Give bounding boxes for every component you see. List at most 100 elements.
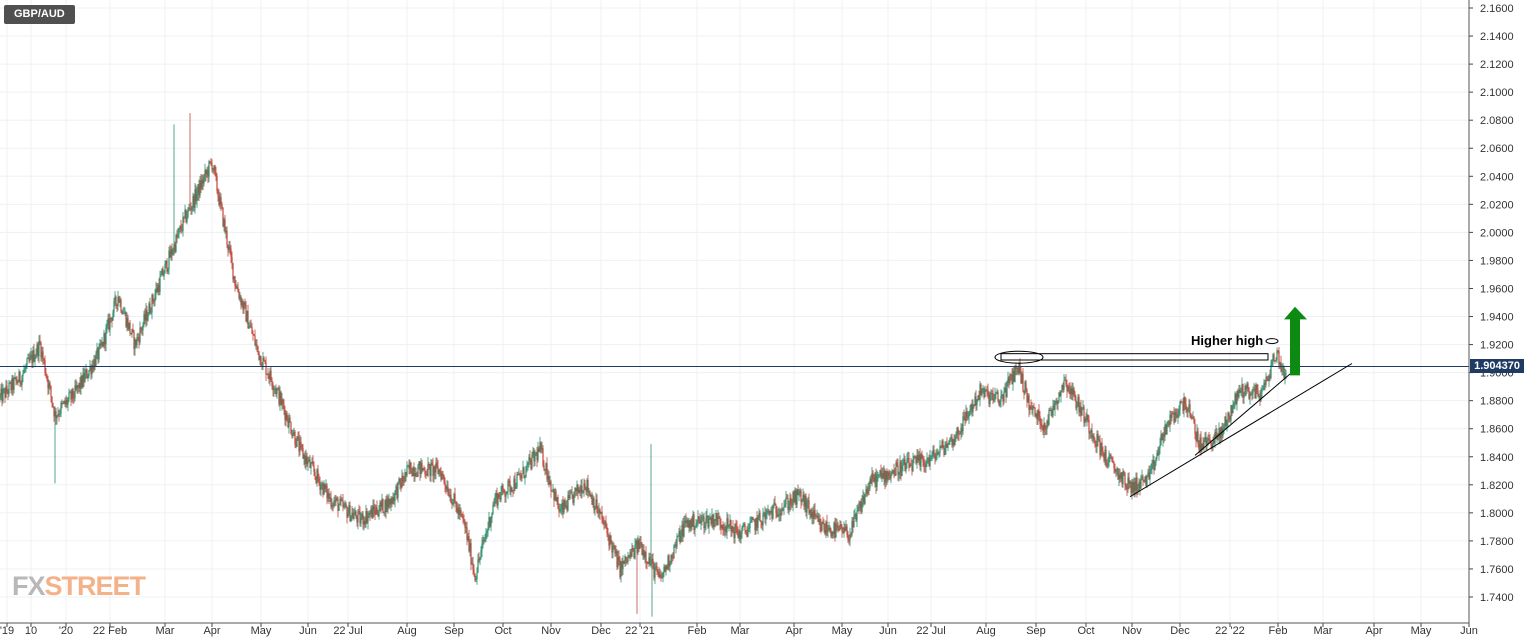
candle-body	[174, 243, 176, 252]
candle-body	[20, 382, 22, 385]
candle-body	[932, 449, 934, 456]
candle-body	[218, 195, 220, 206]
candle-body	[900, 461, 902, 477]
candle-body	[716, 512, 718, 526]
candle-body	[447, 486, 449, 496]
candle-body	[58, 413, 60, 415]
candle-body	[105, 327, 107, 345]
candle-body	[1273, 354, 1275, 361]
candle-body	[835, 524, 837, 538]
candle-body	[1070, 388, 1072, 395]
candle-body	[358, 511, 360, 512]
candle-body	[87, 376, 89, 379]
candle-body	[996, 392, 998, 394]
candle-body	[846, 526, 848, 536]
candle-body	[1001, 394, 1003, 396]
candle-body	[625, 556, 627, 561]
candle-body	[29, 356, 31, 361]
x-tick-label: May	[251, 625, 272, 637]
candle-body	[121, 311, 123, 314]
candle-body	[69, 392, 71, 394]
candle-body	[171, 248, 173, 255]
candle-body	[490, 517, 492, 527]
candle-body	[56, 415, 58, 419]
candle-body	[1059, 392, 1061, 396]
candle-body	[639, 542, 641, 549]
candle-body	[325, 485, 327, 489]
candle-body	[302, 448, 304, 459]
candle-body	[160, 274, 162, 277]
candle-body	[1097, 433, 1099, 440]
candle-body	[467, 536, 469, 541]
candle-body	[23, 369, 25, 374]
candle-body	[867, 487, 869, 494]
candle-body	[736, 527, 738, 534]
x-tick-label: Sep	[444, 625, 464, 637]
candle-body	[833, 522, 835, 534]
candle-body	[1127, 477, 1129, 490]
candle-body	[213, 165, 215, 170]
x-tick-label: Nov	[541, 625, 561, 637]
candle-body	[717, 516, 719, 526]
candle-body	[992, 393, 994, 401]
candle-body	[129, 322, 131, 334]
candle-body	[952, 439, 954, 446]
candle-body	[269, 370, 271, 380]
candle-body	[552, 488, 554, 491]
candle-body	[244, 302, 246, 305]
y-tick-label: 2.1600	[1480, 3, 1514, 15]
candle-body	[1230, 405, 1232, 421]
candle-body	[1093, 435, 1095, 441]
candle-body	[349, 504, 351, 522]
candle-body	[373, 505, 375, 511]
candle-body	[166, 260, 168, 272]
candle-body	[695, 523, 697, 528]
candle-body	[515, 487, 517, 489]
candle-body	[968, 412, 970, 418]
candle-body	[799, 490, 801, 494]
candle-body	[1196, 431, 1198, 441]
candle-body	[1177, 414, 1179, 418]
candle-body	[500, 492, 502, 501]
candle-body	[666, 565, 668, 570]
candle-body	[148, 303, 150, 316]
symbol-label: GBP/AUD	[4, 5, 75, 24]
candle-body	[496, 492, 498, 506]
candle-body	[877, 474, 879, 477]
candle-body	[406, 465, 408, 476]
candle-body	[249, 325, 251, 328]
candle-body	[57, 413, 59, 416]
candle-body	[342, 500, 344, 508]
candle-body	[391, 498, 393, 504]
candle-body	[26, 358, 28, 366]
candle-body	[836, 524, 838, 526]
candle-body	[841, 526, 843, 532]
candle-body	[646, 561, 648, 564]
candle-body	[1100, 442, 1102, 456]
candle-body	[1182, 401, 1184, 412]
candle-body	[570, 491, 572, 494]
candle-body	[198, 184, 200, 196]
candle-body	[873, 478, 875, 482]
candle-body	[769, 510, 771, 514]
x-tick-label: '20	[59, 625, 73, 637]
candle-body	[724, 526, 726, 531]
candle-body	[1160, 434, 1162, 445]
candle-body	[743, 524, 745, 526]
candle-body	[976, 400, 978, 406]
candle-body	[533, 451, 535, 462]
candle-body	[315, 476, 317, 483]
candle-body	[320, 485, 322, 490]
candle-body	[1166, 422, 1168, 435]
candle-body	[382, 498, 384, 513]
candle-body	[257, 345, 259, 352]
candle-body	[1008, 377, 1010, 384]
candle-body	[409, 462, 411, 469]
candle-body	[789, 498, 791, 507]
candle-body	[730, 520, 732, 532]
candle-body	[844, 527, 846, 531]
candle-body	[759, 512, 761, 521]
candle-body	[212, 169, 214, 170]
candle-body	[321, 483, 323, 486]
